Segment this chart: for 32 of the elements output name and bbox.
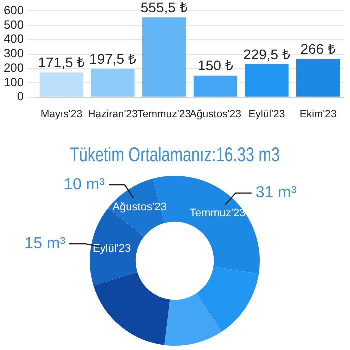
slice-label: Eylül'23 xyxy=(92,243,132,256)
bar xyxy=(91,69,135,97)
x-tick-label: Ağustos'23 xyxy=(190,108,242,121)
y-tick-label: 0 xyxy=(17,90,24,104)
x-tick-label: Haziran'23 xyxy=(88,108,138,121)
x-tick-label: Mayıs'23 xyxy=(40,108,83,121)
y-tick-label: 400 xyxy=(4,32,24,46)
slice-label: Temmuz'23 xyxy=(190,207,246,220)
slice-label: Ağustos'23 xyxy=(112,202,167,214)
bar xyxy=(142,18,186,97)
chart-title: Tüketim Ortalamanız:16.33 m3 xyxy=(70,144,280,166)
data-label: 31 m³ xyxy=(256,184,298,202)
data-label: 229,5 ₺ xyxy=(244,46,290,62)
data-label: 10 m³ xyxy=(64,176,106,194)
y-tick-label: 600 xyxy=(4,4,24,18)
data-label: 266 ₺ xyxy=(300,41,336,58)
y-tick-label: 300 xyxy=(4,46,24,61)
y-tick-label: 500 xyxy=(4,18,24,32)
bar xyxy=(296,59,340,97)
x-tick-label: Temmuz'23 xyxy=(138,108,192,121)
data-label: 555,5 ₺ xyxy=(140,0,188,16)
data-label: 171,5 ₺ xyxy=(38,54,86,71)
bar xyxy=(40,72,84,97)
data-label: 150 ₺ xyxy=(198,58,234,74)
x-tick-label: Ekim'23 xyxy=(300,108,337,121)
y-tick-label: 200 xyxy=(4,60,24,75)
bar xyxy=(194,76,238,97)
data-label: 15 m³ xyxy=(24,235,66,252)
data-label: 197,5 ₺ xyxy=(90,50,136,67)
y-tick-label: 100 xyxy=(4,75,24,90)
x-tick-label: Eylül'23 xyxy=(248,108,286,121)
bar xyxy=(245,64,289,97)
